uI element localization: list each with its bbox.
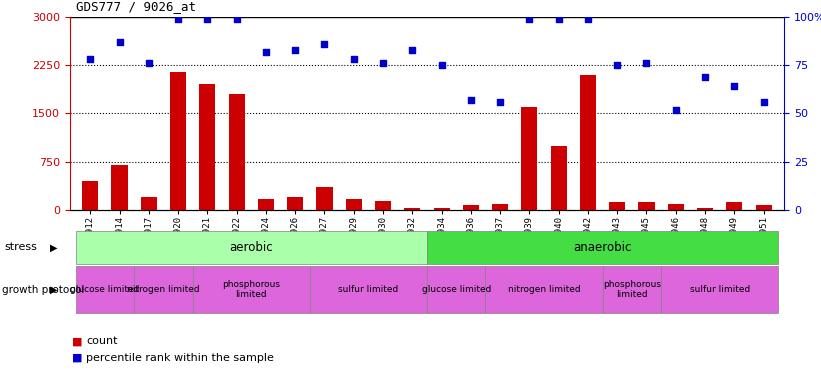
Bar — [112, 165, 127, 210]
Text: phosphorous
limited: phosphorous limited — [603, 280, 661, 299]
Text: ■: ■ — [72, 336, 83, 346]
Bar — [697, 209, 713, 210]
Text: phosphorous
limited: phosphorous limited — [222, 280, 280, 299]
Point — [259, 49, 273, 55]
Text: GDS777 / 9026_at: GDS777 / 9026_at — [76, 0, 195, 13]
Bar — [661, 266, 778, 313]
Bar — [316, 188, 333, 210]
Bar — [76, 231, 427, 264]
Point — [493, 99, 507, 105]
Point — [523, 16, 536, 22]
Point — [201, 16, 214, 22]
Point — [142, 60, 155, 66]
Bar — [134, 266, 193, 313]
Text: nitrogen limited: nitrogen limited — [507, 285, 580, 294]
Bar — [82, 181, 99, 210]
Bar — [427, 231, 778, 264]
Bar — [427, 266, 485, 313]
Point — [406, 47, 419, 53]
Text: sulfur limited: sulfur limited — [690, 285, 750, 294]
Point — [581, 16, 594, 22]
Bar — [755, 205, 772, 210]
Text: nitrogen limited: nitrogen limited — [127, 285, 200, 294]
Bar — [287, 197, 303, 210]
Bar — [258, 199, 274, 210]
Bar — [375, 201, 391, 210]
Bar — [463, 205, 479, 210]
Bar — [228, 94, 245, 210]
Bar — [727, 202, 742, 210]
Point — [172, 16, 185, 22]
Bar — [492, 204, 508, 210]
Bar — [433, 208, 450, 210]
Point — [757, 99, 770, 105]
Bar — [551, 146, 566, 210]
Point — [347, 56, 360, 62]
Text: growth protocol: growth protocol — [2, 285, 84, 295]
Bar — [603, 266, 661, 313]
Point — [640, 60, 653, 66]
Text: ▶: ▶ — [49, 285, 57, 295]
Bar — [639, 202, 654, 210]
Bar — [521, 107, 538, 210]
Bar — [485, 266, 603, 313]
Point — [435, 62, 448, 68]
Point — [552, 16, 565, 22]
Bar — [346, 199, 362, 210]
Text: ■: ■ — [72, 353, 83, 363]
Text: percentile rank within the sample: percentile rank within the sample — [86, 353, 274, 363]
Text: anaerobic: anaerobic — [573, 241, 631, 254]
Text: stress: stress — [4, 243, 37, 252]
Bar — [193, 266, 310, 313]
Point — [669, 106, 682, 112]
Bar — [580, 75, 596, 210]
Bar — [609, 202, 626, 210]
Point — [289, 47, 302, 53]
Bar — [170, 72, 186, 210]
Point — [377, 60, 390, 66]
Point — [699, 74, 712, 80]
Bar — [76, 266, 134, 313]
Point — [727, 83, 741, 89]
Bar — [310, 266, 427, 313]
Point — [230, 16, 243, 22]
Text: sulfur limited: sulfur limited — [338, 285, 398, 294]
Point — [464, 97, 477, 103]
Text: ▶: ▶ — [49, 243, 57, 252]
Point — [611, 62, 624, 68]
Bar — [200, 84, 215, 210]
Text: glucose limited: glucose limited — [71, 285, 140, 294]
Bar — [140, 197, 157, 210]
Point — [84, 56, 97, 62]
Text: aerobic: aerobic — [229, 241, 273, 254]
Text: glucose limited: glucose limited — [421, 285, 491, 294]
Point — [113, 39, 126, 45]
Bar — [667, 204, 684, 210]
Point — [318, 41, 331, 47]
Text: count: count — [86, 336, 117, 346]
Bar — [404, 208, 420, 210]
